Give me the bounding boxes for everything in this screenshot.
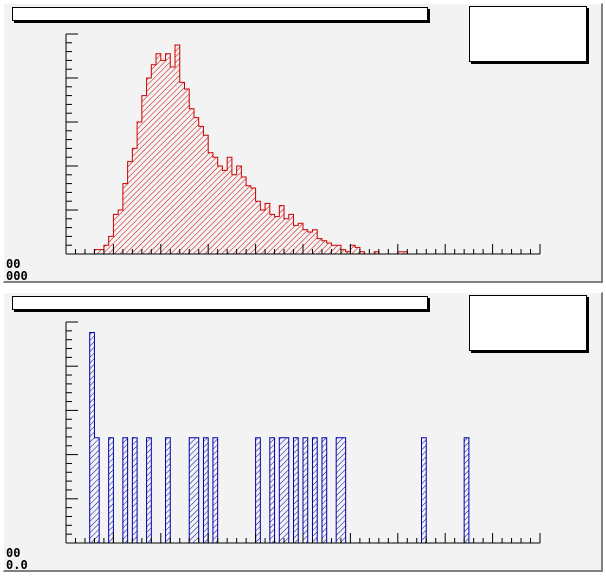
histogram-2-bin — [203, 437, 209, 543]
histogram-2-bin — [284, 437, 289, 543]
histogram-2-bin — [269, 437, 275, 543]
histogram-1-bin — [165, 53, 171, 254]
histogram-1-bin — [217, 166, 223, 254]
histogram-1-bin — [175, 45, 180, 254]
histogram-1-bin — [118, 210, 123, 254]
histogram-1-bin — [321, 240, 327, 254]
histogram-2-stats-box[interactable] — [469, 295, 587, 351]
histogram-2-bin — [146, 437, 152, 543]
histogram-1-bin — [151, 64, 157, 254]
histogram-1-bin — [184, 89, 190, 254]
histogram-1-title-box — [12, 7, 428, 21]
histogram-1-bin — [359, 251, 365, 254]
histogram-1-bin — [279, 205, 285, 254]
histogram-1-bin — [127, 161, 133, 254]
histogram-2-bin — [464, 437, 469, 543]
histogram-1-bin — [241, 177, 247, 254]
histogram-2-bin — [255, 437, 261, 543]
histogram-1-bin — [113, 214, 119, 254]
histogram-1-bin — [160, 60, 166, 255]
histogram-1-bin — [298, 223, 303, 254]
histogram-2-bin — [94, 437, 100, 543]
histogram-1-bin — [137, 122, 142, 254]
histogram-1-bin — [402, 251, 408, 254]
histogram-1-bin — [236, 166, 242, 254]
histogram-1-bin — [303, 229, 308, 254]
histogram-1-bin — [170, 67, 176, 254]
histogram-1-bin — [397, 251, 403, 254]
histogram-1-bin — [179, 82, 185, 255]
histogram-1-bin — [260, 210, 266, 254]
histogram-1-corner-label-bottom: 000 — [6, 269, 28, 283]
histogram-1-bin — [293, 225, 299, 254]
histogram-2-bin — [336, 437, 341, 543]
histogram-1-bin — [326, 243, 332, 254]
histogram-1-bin — [288, 214, 294, 254]
histogram-2-outline — [66, 332, 540, 544]
histogram-1-bin — [203, 135, 209, 254]
histogram-1-bin — [374, 251, 379, 254]
histogram-1-bin — [222, 170, 228, 254]
histogram-2-bin — [340, 437, 346, 543]
histogram-2-corner-label-bottom: 0.0 — [6, 558, 28, 572]
histogram-1-stats-box[interactable] — [469, 6, 587, 62]
histogram-1-bin — [350, 245, 356, 254]
histogram-1-bin — [340, 249, 346, 254]
histogram-1-bin — [307, 232, 313, 254]
histogram-1-bin — [336, 245, 341, 254]
histogram-1-bin — [265, 203, 270, 254]
histogram-2-title-box — [12, 296, 428, 310]
histogram-2-bin — [193, 437, 199, 543]
histogram-2-bin — [165, 437, 171, 543]
histogram-1-bin — [146, 78, 152, 254]
histogram-2-bin — [122, 437, 128, 543]
histogram-2-bin — [312, 437, 318, 543]
histogram-1-bin — [103, 245, 109, 254]
histogram-1-bin — [99, 249, 104, 254]
histogram-1-bin — [141, 95, 147, 254]
histogram-1-bin — [108, 236, 114, 254]
histogram-1-bin — [317, 238, 322, 254]
histogram-1-bin — [246, 185, 251, 254]
histogram-1-bin — [193, 117, 199, 254]
histogram-1-bin — [312, 229, 318, 254]
histogram-2-bin — [189, 437, 194, 543]
histogram-1-bin — [122, 183, 128, 254]
histogram-1-bin — [345, 251, 351, 254]
histogram-2-corner-label-top: 00 — [6, 546, 21, 560]
histogram-1-bin — [255, 201, 261, 254]
histogram-2-bin — [279, 437, 285, 543]
histogram-1-bin — [231, 174, 237, 254]
histogram-2-bin — [212, 437, 218, 543]
histogram-2-bin — [108, 437, 114, 543]
histogram-1-bin — [274, 216, 280, 254]
histogram-2-bin — [132, 437, 138, 543]
histogram-2-bin — [421, 437, 427, 543]
histogram-1-bin — [94, 249, 100, 254]
histogram-2-bin — [293, 437, 299, 543]
histogram-1-bin — [331, 245, 337, 254]
histogram-1-bin — [355, 247, 360, 254]
histogram-2-bin — [303, 437, 308, 543]
histogram-2-bin — [321, 437, 327, 543]
histogram-1-corner-label-top: 00 — [6, 257, 21, 271]
histogram-1-bin — [269, 214, 275, 254]
histogram-1-bin — [208, 152, 213, 254]
histogram-1-bin — [227, 157, 232, 254]
histogram-1-bin — [189, 108, 194, 254]
histogram-1-bin — [284, 218, 289, 254]
histogram-1-bin — [132, 148, 138, 254]
histogram-1-bin — [156, 53, 161, 254]
histogram-1-bin — [250, 188, 256, 254]
histogram-1-bin — [198, 126, 204, 254]
histogram-2-bin — [89, 332, 95, 543]
histogram-1-bin — [212, 157, 218, 254]
